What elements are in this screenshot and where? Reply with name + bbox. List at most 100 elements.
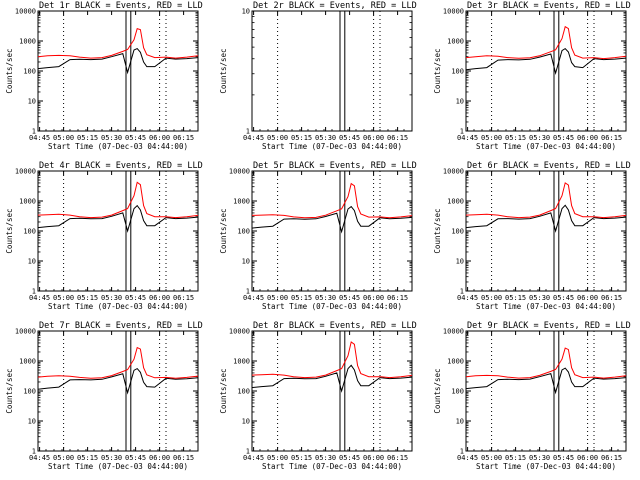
x-tick-label: 05:00 xyxy=(53,454,74,462)
y-tick-label: 1 xyxy=(32,448,36,456)
series-line-lld xyxy=(251,341,413,379)
x-tick-label: 04:45 xyxy=(457,294,478,302)
x-tick-label: 04:45 xyxy=(243,454,264,462)
y-tick-label: 1000 xyxy=(19,198,36,206)
y-tick-label: 100 xyxy=(451,68,464,76)
x-tick-label: 05:15 xyxy=(77,294,98,302)
y-axis-label: Counts/sec xyxy=(433,368,442,413)
plot-frame xyxy=(251,170,413,292)
x-tick-label: 06:00 xyxy=(577,134,598,142)
y-tick-label: 1 xyxy=(460,448,464,456)
y-tick-label: 10 xyxy=(456,98,464,106)
x-tick-label: 05:00 xyxy=(481,294,502,302)
y-tick-label: 10 xyxy=(456,258,464,266)
y-tick-label: 100 xyxy=(23,68,36,76)
x-axis-label: Start Time (07-Dec-03 04:44:00) xyxy=(262,302,402,311)
chart-panel-6: Det 6r BLACK = Events, RED = LLD 1 10 100 10… xyxy=(433,161,631,311)
series-line-lld xyxy=(465,347,627,379)
x-tick-label: 04:45 xyxy=(243,294,264,302)
x-tick-label: 05:30 xyxy=(101,294,122,302)
x-tick-label: 04:45 xyxy=(457,454,478,462)
series-line-lld xyxy=(251,182,413,219)
x-axis-label: Start Time (07-Dec-03 04:44:00) xyxy=(476,142,616,151)
x-tick-label: 05:45 xyxy=(125,294,146,302)
x-tick-label: 05:30 xyxy=(529,134,550,142)
y-tick-label: 10 xyxy=(242,258,250,266)
x-tick-label: 05:00 xyxy=(481,134,502,142)
y-tick-label: 100 xyxy=(451,388,464,396)
x-tick-label: 05:00 xyxy=(267,454,288,462)
series-line-events xyxy=(251,205,413,234)
y-tick-label: 10 xyxy=(28,418,36,426)
x-tick-label: 06:00 xyxy=(363,134,384,142)
y-tick-label: 1 xyxy=(460,288,464,296)
x-tick-label: 05:00 xyxy=(53,294,74,302)
x-tick-label: 04:45 xyxy=(29,294,50,302)
chart-panel-5: Det 5r BLACK = Events, RED = LLD 1 10 100 10… xyxy=(219,161,417,311)
chart-title: Det 8r BLACK = Events, RED = LLD xyxy=(253,321,417,331)
y-tick-label: 1 xyxy=(246,448,250,456)
chart-title: Det 5r BLACK = Events, RED = LLD xyxy=(253,161,417,171)
x-tick-label: 05:00 xyxy=(267,294,288,302)
chart-panel-9: Det 9r BLACK = Events, RED = LLD 1 10 100 10… xyxy=(433,321,631,471)
x-tick-label: 05:00 xyxy=(481,454,502,462)
x-tick-label: 06:15 xyxy=(601,134,622,142)
y-tick-label: 1 xyxy=(32,288,36,296)
plot-frame xyxy=(37,330,199,452)
x-tick-label: 06:00 xyxy=(363,454,384,462)
x-tick-label: 06:15 xyxy=(387,454,408,462)
x-tick-label: 04:45 xyxy=(457,134,478,142)
y-tick-label: 10000 xyxy=(443,168,464,176)
x-tick-label: 05:15 xyxy=(291,454,312,462)
chart-title: Det 3r BLACK = Events, RED = LLD xyxy=(467,1,631,11)
x-tick-label: 05:45 xyxy=(553,134,574,142)
x-tick-label: 05:30 xyxy=(315,134,336,142)
x-tick-label: 06:15 xyxy=(173,134,194,142)
x-tick-label: 06:15 xyxy=(387,134,408,142)
series-line-lld xyxy=(37,346,199,379)
x-tick-label: 05:45 xyxy=(125,134,146,142)
x-tick-label: 05:00 xyxy=(267,134,288,142)
y-tick-label: 10000 xyxy=(443,328,464,336)
series-line-lld xyxy=(465,25,627,60)
series-line-events xyxy=(37,47,199,75)
y-tick-label: 1 xyxy=(246,288,250,296)
series-line-lld xyxy=(465,182,627,219)
y-tick-label: 1000 xyxy=(233,358,250,366)
x-tick-label: 05:45 xyxy=(553,454,574,462)
plot-frame xyxy=(251,10,413,132)
x-axis-label: Start Time (07-Dec-03 04:44:00) xyxy=(476,462,616,471)
y-tick-label: 1 xyxy=(32,128,36,136)
x-tick-label: 05:30 xyxy=(101,454,122,462)
plot-frame xyxy=(251,330,413,452)
x-axis-label: Start Time (07-Dec-03 04:44:00) xyxy=(262,142,402,151)
x-tick-label: 05:30 xyxy=(529,294,550,302)
chart-title: Det 2r BLACK = Events, RED = LLD xyxy=(253,1,417,11)
y-axis-label: Counts/sec xyxy=(433,48,442,93)
y-tick-label: 1 xyxy=(246,128,250,136)
x-tick-label: 05:30 xyxy=(315,294,336,302)
x-tick-label: 06:15 xyxy=(173,294,194,302)
chart-panel-2: Det 2r BLACK = Events, RED = LLD 1 10 Count… xyxy=(219,1,417,151)
y-tick-label: 1000 xyxy=(447,198,464,206)
y-tick-label: 1000 xyxy=(233,198,250,206)
chart-title: Det 4r BLACK = Events, RED = LLD xyxy=(39,161,203,171)
x-tick-label: 05:30 xyxy=(101,134,122,142)
y-tick-label: 10 xyxy=(242,8,250,16)
plot-frame xyxy=(465,10,627,132)
x-tick-label: 05:00 xyxy=(53,134,74,142)
x-tick-label: 06:00 xyxy=(149,134,170,142)
y-tick-label: 100 xyxy=(23,388,36,396)
x-tick-label: 05:45 xyxy=(125,454,146,462)
x-tick-label: 05:15 xyxy=(505,134,526,142)
chart-panel-4: Det 4r BLACK = Events, RED = LLD 1 10 100 10… xyxy=(5,161,203,311)
y-tick-label: 1000 xyxy=(19,38,36,46)
y-axis-label: Counts/sec xyxy=(219,208,228,253)
plot-frame xyxy=(37,170,199,292)
chart-title: Det 6r BLACK = Events, RED = LLD xyxy=(467,161,631,171)
y-tick-label: 1000 xyxy=(19,358,36,366)
x-axis-label: Start Time (07-Dec-03 04:44:00) xyxy=(48,142,188,151)
y-axis-label: Counts/sec xyxy=(5,48,14,93)
x-tick-label: 05:15 xyxy=(77,454,98,462)
